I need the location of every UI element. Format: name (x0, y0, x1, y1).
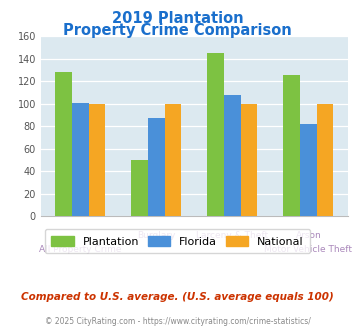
Bar (89, 104, 105, 216)
Text: All Property Crime: All Property Crime (39, 245, 122, 254)
Text: Arson: Arson (295, 231, 321, 241)
Bar (131, 160, 148, 216)
Bar (148, 118, 165, 216)
Bar (72, 103, 89, 216)
Text: Property Crime Comparison: Property Crime Comparison (63, 23, 292, 38)
Bar (317, 104, 333, 216)
Bar (224, 95, 241, 216)
Bar (300, 124, 317, 216)
Text: Compared to U.S. average. (U.S. average equals 100): Compared to U.S. average. (U.S. average … (21, 292, 334, 302)
Bar (165, 104, 181, 216)
Bar (207, 53, 224, 216)
Bar (283, 75, 300, 216)
Text: Motor Vehicle Theft: Motor Vehicle Theft (264, 245, 353, 254)
Text: 2019 Plantation: 2019 Plantation (112, 11, 243, 25)
Bar (55, 72, 72, 216)
Text: Larceny & Theft: Larceny & Theft (196, 231, 268, 241)
Text: © 2025 CityRating.com - https://www.cityrating.com/crime-statistics/: © 2025 CityRating.com - https://www.city… (45, 317, 310, 326)
Bar (241, 104, 257, 216)
Legend: Plantation, Florida, National: Plantation, Florida, National (45, 229, 310, 253)
Text: Burglary: Burglary (137, 231, 176, 241)
